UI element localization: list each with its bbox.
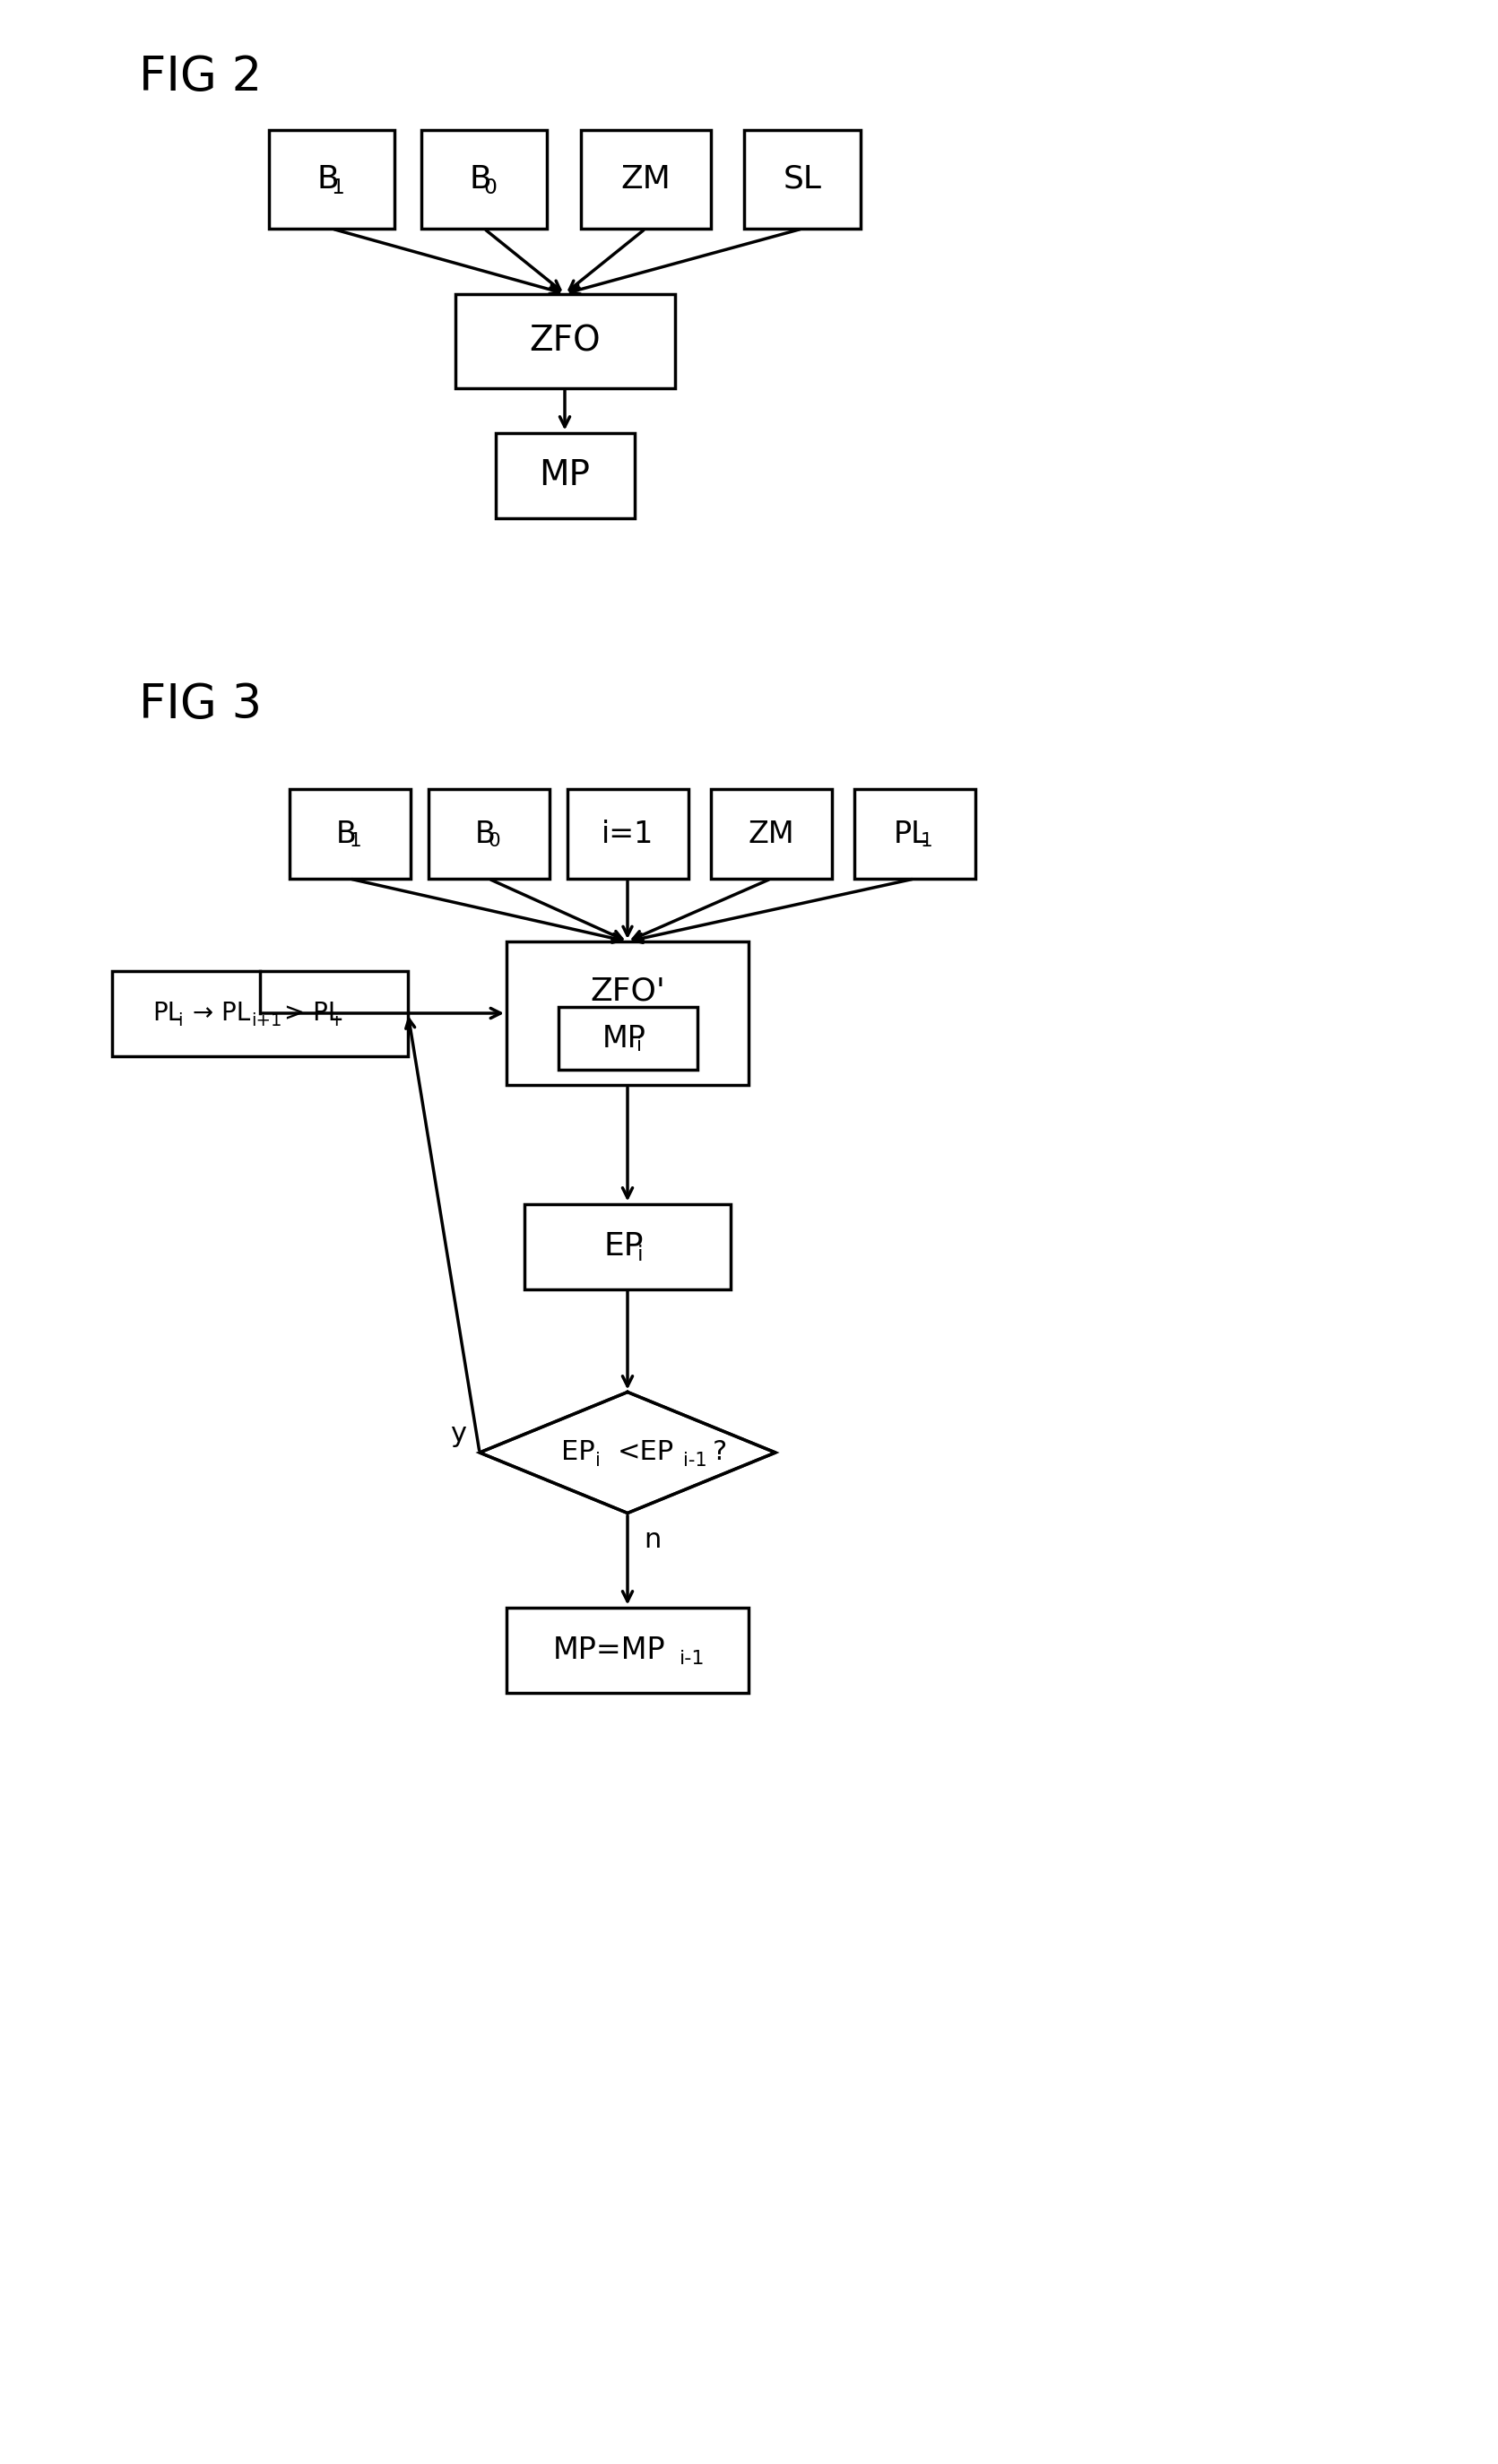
Bar <box>568 788 688 880</box>
Text: i: i <box>334 1013 339 1030</box>
Text: i-1: i-1 <box>683 1451 707 1469</box>
Text: i: i <box>595 1451 601 1469</box>
Bar <box>854 788 975 880</box>
Text: ZM: ZM <box>748 818 794 848</box>
Text: B: B <box>336 818 357 848</box>
Text: MP: MP <box>602 1023 646 1052</box>
Bar <box>270 131 394 229</box>
Text: 0: 0 <box>484 177 497 197</box>
Text: SL: SL <box>783 165 821 195</box>
Bar <box>710 788 831 880</box>
Text: ZFO: ZFO <box>529 323 601 357</box>
Text: n: n <box>644 1528 661 1552</box>
Text: ?: ? <box>713 1439 727 1466</box>
Text: MP=MP: MP=MP <box>553 1636 667 1666</box>
Text: ZFO': ZFO' <box>590 976 665 1005</box>
Text: PL: PL <box>893 818 927 848</box>
Text: FIG 3: FIG 3 <box>139 683 262 727</box>
Text: i+1: i+1 <box>252 1013 282 1030</box>
Text: EP: EP <box>562 1439 595 1466</box>
Text: 1: 1 <box>331 177 345 197</box>
Bar <box>506 1607 749 1693</box>
Bar <box>428 788 550 880</box>
Bar <box>421 131 547 229</box>
Text: FIG 2: FIG 2 <box>139 54 262 101</box>
Text: B: B <box>469 165 491 195</box>
Text: i=1: i=1 <box>601 818 653 848</box>
Text: <EP: <EP <box>617 1439 674 1466</box>
Text: y: y <box>449 1422 466 1449</box>
Text: ZM: ZM <box>620 165 671 195</box>
Text: 1: 1 <box>349 833 361 850</box>
Bar <box>455 293 674 387</box>
Text: i: i <box>637 1037 643 1055</box>
Polygon shape <box>479 1392 776 1513</box>
Text: i: i <box>177 1013 183 1030</box>
Bar <box>289 788 410 880</box>
Bar <box>745 131 861 229</box>
Text: 0: 0 <box>488 833 500 850</box>
Bar <box>496 434 634 517</box>
Text: 1: 1 <box>920 833 932 850</box>
Text: B: B <box>475 818 494 848</box>
Text: MP: MP <box>539 458 590 493</box>
Text: → PL: → PL <box>184 1000 250 1025</box>
Bar <box>580 131 710 229</box>
Bar <box>559 1008 697 1069</box>
Text: > PL: > PL <box>276 1000 342 1025</box>
Bar <box>506 941 749 1084</box>
Text: i-1: i-1 <box>679 1651 706 1668</box>
Bar <box>524 1205 731 1289</box>
Text: EP: EP <box>604 1232 643 1262</box>
Bar <box>112 971 407 1055</box>
Text: i: i <box>637 1244 643 1264</box>
Text: B: B <box>316 165 339 195</box>
Text: PL: PL <box>153 1000 181 1025</box>
